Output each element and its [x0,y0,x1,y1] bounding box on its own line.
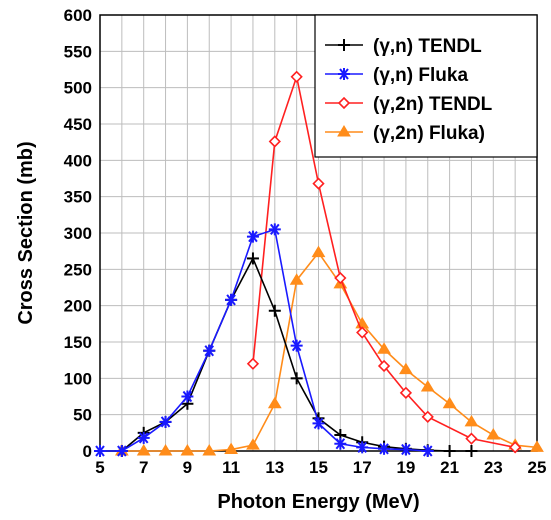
data-point [356,326,369,339]
data-point [421,410,434,423]
data-point [421,445,434,457]
y-tick-label: 200 [64,297,92,316]
data-point [377,359,391,373]
series-2 [246,70,522,454]
data-point [246,230,259,243]
x-tick-label: 13 [265,458,284,477]
data-point [509,441,522,454]
data-point [399,443,412,456]
y-tick-label: 600 [64,6,92,25]
data-point [136,444,151,456]
tick-labels: 5 7 9 11 13 15 17 19 21 23 25050100150200250300350… [64,6,547,477]
data-point [420,380,435,392]
data-point [356,441,369,454]
data-point [442,396,457,409]
x-tick-label: 21 [440,458,459,477]
data-point [202,444,217,456]
y-tick-label: 550 [64,42,92,61]
legend-label: (γ,n) Fluka [373,65,468,86]
x-tick-label: 25 [528,458,547,477]
y-tick-label: 0 [83,442,92,461]
y-tick-label: 250 [64,260,92,279]
x-axis-title: Photon Energy (MeV) [217,491,419,513]
data-point [311,245,326,258]
data-point [312,417,325,430]
data-point [464,414,479,427]
legend: (γ,n) TENDL (γ,n) Fluka (γ,2n) TENDL (γ,2n)… [314,14,538,158]
data-point [137,431,150,444]
data-point [289,273,304,285]
data-point [180,444,195,456]
data-point [181,390,194,403]
data-point [225,293,238,306]
y-tick-label: 500 [64,79,92,98]
legend-marker [338,68,350,80]
legend-marker [337,96,351,110]
x-tick-label: 9 [183,458,192,477]
data-point [268,135,281,148]
series-3 [114,245,544,456]
y-tick-label: 350 [64,188,92,207]
y-tick-label: 150 [64,333,92,352]
data-point [158,444,173,456]
x-tick-label: 5 [95,458,104,477]
legend-item: (γ,2n) Fluka) [325,123,485,144]
legend-item: (γ,n) Fluka [325,65,468,86]
data-point [246,252,259,265]
x-tick-label: 7 [139,458,148,477]
legend-label: (γ,n) TENDL [373,36,482,57]
data-point [290,339,303,352]
data-point [115,445,128,457]
data-point [290,372,303,385]
y-axis-title: Cross Section (mb) [15,141,37,324]
y-tick-label: 450 [64,115,92,134]
data-point [267,396,282,409]
y-tick-label: 300 [64,224,92,243]
data-point [224,442,238,455]
data-point [290,70,303,83]
legend-label: (γ,2n) TENDL [373,94,493,115]
data-point [246,438,260,450]
data-point [399,362,413,375]
x-tick-label: 11 [222,458,240,477]
legend-item: (γ,2n) TENDL [325,94,493,115]
data-point [377,342,391,354]
data-point [378,442,391,455]
data-point [94,445,106,457]
legend-label: (γ,2n) Fluka) [373,123,485,144]
x-tick-label: 15 [309,458,328,477]
series-layer [94,70,544,457]
series-1 [94,223,434,457]
data-point [268,304,281,317]
data-point [530,440,544,452]
y-tick-label: 50 [73,406,92,425]
data-point [312,177,325,190]
data-point [465,445,478,457]
data-point [334,271,347,285]
x-tick-label: 23 [484,458,503,477]
data-point [334,437,347,450]
data-point [268,223,281,236]
legend-box [314,14,538,158]
data-point [203,344,216,357]
y-tick-label: 400 [64,151,92,170]
legend-marker [338,39,350,51]
series-line [100,228,428,452]
data-point [159,415,172,428]
x-tick-label: 17 [353,458,372,477]
data-point [443,445,456,457]
series-0 [94,252,478,457]
data-point [486,428,501,440]
y-tick-label: 100 [64,369,92,388]
data-point [399,386,413,399]
data-point [246,357,260,370]
legend-item: (γ,n) TENDL [325,36,482,57]
data-point [465,432,478,445]
legend-marker [337,125,351,137]
x-tick-label: 19 [396,458,415,477]
